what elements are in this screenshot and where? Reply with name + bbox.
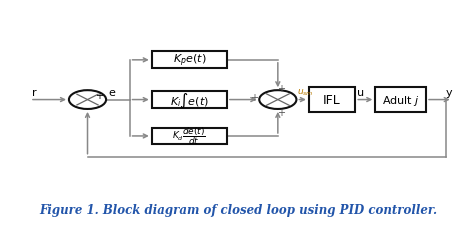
Text: -: - [80,103,84,113]
Text: $K_i \int e(t)$: $K_i \int e(t)$ [170,91,209,109]
Text: e: e [109,87,115,97]
Text: Adult $j$: Adult $j$ [382,93,419,107]
FancyBboxPatch shape [152,52,227,69]
FancyBboxPatch shape [375,88,426,112]
Circle shape [69,91,106,109]
Circle shape [259,91,297,109]
Text: +: + [278,84,286,94]
Text: +: + [278,107,286,117]
Text: $u_{sm}$: $u_{sm}$ [298,87,314,98]
Text: $K_p e(t)$: $K_p e(t)$ [173,52,206,69]
Text: u: u [357,88,364,98]
Text: +: + [95,91,103,100]
Text: y: y [446,87,453,97]
Text: $K_d\dfrac{de(t)}{dt}$: $K_d\dfrac{de(t)}{dt}$ [172,124,206,146]
Text: IFL: IFL [323,94,341,107]
FancyBboxPatch shape [309,88,355,112]
FancyBboxPatch shape [152,128,227,145]
Text: r: r [32,87,37,97]
Text: +: + [250,93,258,103]
Text: Figure 1. Block diagram of closed loop using PID controller.: Figure 1. Block diagram of closed loop u… [39,203,437,216]
FancyBboxPatch shape [152,92,227,109]
